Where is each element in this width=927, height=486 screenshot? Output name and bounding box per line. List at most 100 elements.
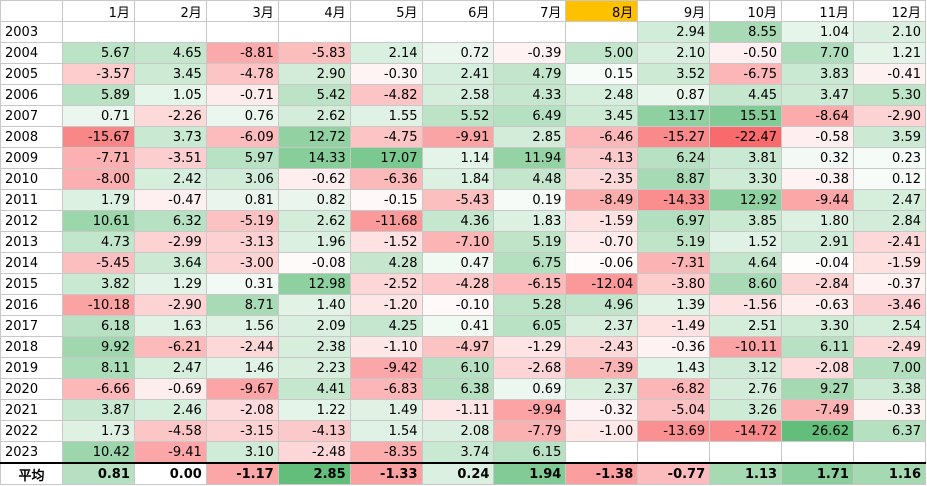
header-row: 1月 2月 3月 4月 5月 6月 7月 8月 9月 10月 11月 12月 [0,0,927,22]
value-cell: 3.73 [133,126,207,148]
value-cell: 4.36 [421,210,495,232]
value-cell: 8.87 [637,168,711,190]
value-cell: -2.49 [852,336,927,358]
value-cell [781,441,854,464]
row-label: 2020 [0,378,63,400]
value-cell [637,441,711,464]
value-cell: 0.23 [852,147,927,169]
value-cell: 1.29 [133,273,207,295]
value-cell: 12.72 [277,126,351,148]
value-cell: 4.28 [349,252,423,274]
column-header: 8月 [565,0,639,22]
row-label: 2019 [0,357,63,379]
value-cell: 1.52 [709,231,783,253]
value-cell [565,441,639,464]
value-cell: 3.83 [781,63,854,85]
value-cell: -7.71 [62,147,135,169]
value-cell: 0.76 [205,105,279,127]
column-header: 3月 [205,0,279,22]
value-cell: 1.96 [277,231,351,253]
value-cell: 2.58 [421,84,495,106]
value-cell: 1.22 [277,399,351,421]
value-cell: 1.43 [637,357,711,379]
value-cell: -5.19 [205,210,279,232]
column-header: 5月 [349,0,423,22]
table-row: 2009 -7.71 -3.51 5.97 14.33 17.07 1.14 11.94 -4.… [0,147,927,169]
value-cell: -3.15 [205,420,279,442]
column-header: 9月 [637,0,711,22]
row-label: 2013 [0,231,63,253]
value-cell: -5.83 [277,42,351,64]
value-cell: 2.85 [277,462,351,485]
value-cell: 3.12 [709,357,783,379]
value-cell: -12.04 [565,273,639,295]
value-cell: 2.48 [565,84,639,106]
value-cell: -0.70 [565,231,639,253]
value-cell: 0.47 [421,252,495,274]
corner-cell [0,0,63,22]
value-cell: 4.33 [493,84,567,106]
value-cell: 0.32 [781,147,854,169]
value-cell: -3.57 [62,63,135,85]
value-cell: 2.91 [781,231,854,253]
value-cell: 4.73 [62,231,135,253]
value-cell: 2.94 [637,21,711,43]
value-cell: -14.72 [709,420,783,442]
value-cell: 1.46 [205,357,279,379]
column-header: 7月 [493,0,567,22]
value-cell: 3.45 [133,63,207,85]
value-cell: 4.41 [277,378,351,400]
value-cell: 3.06 [205,168,279,190]
value-cell: 2.41 [421,63,495,85]
table-row: 2010 -8.00 2.42 3.06 -0.62 -6.36 1.84 4.48 -2.35… [0,168,927,190]
value-cell: 6.38 [421,378,495,400]
value-cell: 2.08 [421,420,495,442]
value-cell: -0.08 [277,252,351,274]
value-cell: 26.62 [781,420,854,442]
value-cell: -9.91 [421,126,495,148]
value-cell: -0.50 [709,42,783,64]
value-cell: -0.06 [565,252,639,274]
value-cell: 0.15 [565,63,639,85]
value-cell: 7.00 [852,357,927,379]
value-cell: -15.67 [62,126,135,148]
value-cell: 6.05 [493,315,567,337]
value-cell: 5.89 [62,84,135,106]
value-cell: 6.49 [493,105,567,127]
value-cell: -0.37 [852,273,927,295]
value-cell: -9.44 [781,189,854,211]
column-header: 1月 [62,0,135,22]
value-cell: 10.42 [62,441,135,464]
value-cell: 1.39 [637,294,711,316]
table-row: 2013 4.73 -2.99 -3.13 1.96 -1.52 -7.10 5.19 -0.7… [0,231,927,253]
value-cell: -0.58 [781,126,854,148]
value-cell: -0.36 [637,336,711,358]
value-cell: 1.94 [493,462,567,485]
value-cell: -0.30 [349,63,423,85]
value-cell: -1.20 [349,294,423,316]
value-cell: 0.72 [421,42,495,64]
value-cell: 2.10 [637,42,711,64]
value-cell: 6.32 [133,210,207,232]
table-row: 2011 1.79 -0.47 0.81 0.82 -0.15 -5.43 0.19 -8.49… [0,189,927,211]
value-cell: 2.51 [709,315,783,337]
value-cell: -0.15 [349,189,423,211]
value-cell: 6.24 [637,147,711,169]
row-label: 2014 [0,252,63,274]
value-cell: 2.54 [852,315,927,337]
value-cell: 2.23 [277,357,351,379]
value-cell: 1.84 [421,168,495,190]
value-cell: 0.81 [205,189,279,211]
value-cell: 3.47 [781,84,854,106]
value-cell: -1.00 [565,420,639,442]
value-cell: 3.74 [421,441,495,464]
table-row: 2015 3.82 1.29 0.31 12.98 -2.52 -4.28 -6.15 -12.… [0,273,927,295]
value-cell: 1.40 [277,294,351,316]
value-cell: -22.47 [709,126,783,148]
table-row: 2020 -6.66 -0.69 -9.67 4.41 -6.83 6.38 0.69 2.37… [0,378,927,400]
value-cell: 8.60 [709,273,783,295]
value-cell: 2.46 [133,399,207,421]
value-cell: 1.83 [493,210,567,232]
value-cell: 0.82 [277,189,351,211]
value-cell [852,441,927,464]
